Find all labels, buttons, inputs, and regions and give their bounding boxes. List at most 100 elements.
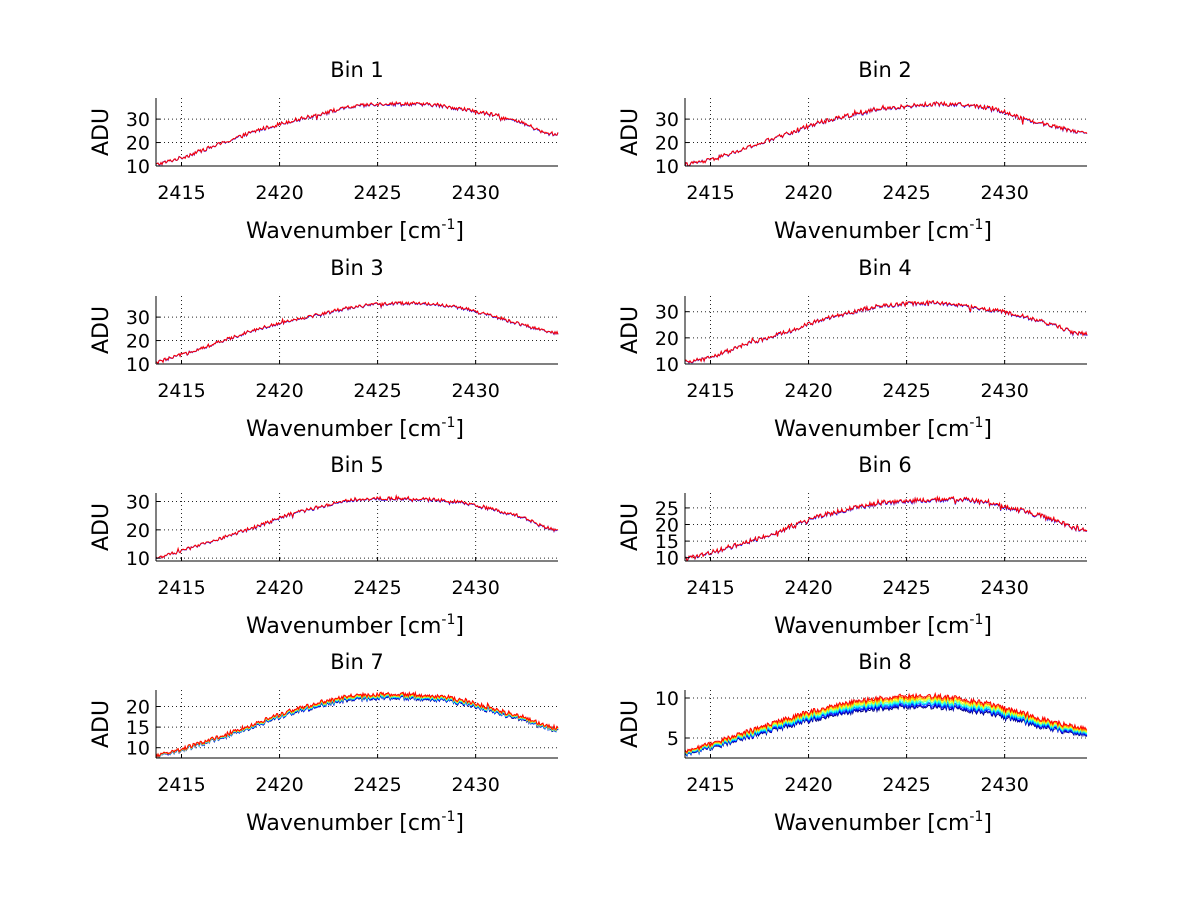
y-tick-label: 30 — [126, 492, 150, 514]
x-tick-label: 2430 — [451, 577, 499, 599]
x-tick-label: 2430 — [980, 380, 1028, 402]
series-line — [155, 493, 559, 559]
axes: 2415 2420 2425 2430 10 20 30 — [126, 492, 558, 599]
x-tick-label: 2420 — [784, 380, 832, 402]
x-tick-label: 2420 — [255, 774, 303, 796]
x-tick-label: 2420 — [784, 774, 832, 796]
y-tick-label: 10 — [126, 738, 150, 760]
x-tick-label: 2420 — [255, 182, 303, 204]
x-axis-label: Wavenumber [cm-1] — [774, 809, 992, 836]
y-tick-label: 20 — [655, 328, 679, 350]
panel-bin-3: Bin 3 ADU Wavenumber [cm-1] 2415 2420 2425… — [89, 256, 559, 442]
series-line — [155, 300, 559, 365]
y-tick-label: 10 — [126, 548, 150, 570]
panel-title: Bin 4 — [858, 256, 912, 280]
y-axis-label: ADU — [89, 700, 114, 748]
x-tick-label: 2425 — [882, 774, 930, 796]
x-axis-label: Wavenumber [cm-1] — [774, 612, 992, 639]
y-tick-label: 10 — [655, 688, 679, 710]
y-tick-label: 20 — [655, 515, 679, 537]
x-tick-label: 2425 — [882, 577, 930, 599]
x-tick-label: 2430 — [980, 577, 1028, 599]
x-tick-label: 2430 — [980, 774, 1028, 796]
x-tick-label: 2425 — [353, 577, 401, 599]
panel-bin-7: Bin 7 ADU Wavenumber [cm-1] 2415 2420 2425… — [89, 650, 559, 836]
y-tick-label: 30 — [126, 307, 150, 329]
y-tick-label: 10 — [126, 354, 150, 376]
panel-bin-4: Bin 4 ADU Wavenumber [cm-1] 2415 2420 2425… — [618, 256, 1088, 442]
x-tick-label: 2415 — [686, 380, 734, 402]
y-axis-label: ADU — [618, 700, 643, 748]
y-tick-label: 5 — [667, 728, 679, 750]
y-tick-label: 20 — [126, 133, 150, 155]
y-tick-label: 20 — [126, 520, 150, 542]
series-group — [684, 495, 1088, 562]
y-tick-label: 20 — [126, 331, 150, 353]
x-tick-label: 2415 — [157, 380, 205, 402]
panel-title: Bin 7 — [330, 650, 384, 674]
panel-bin-6: Bin 6 ADU Wavenumber [cm-1] 2415 2420 2425… — [618, 453, 1088, 639]
x-axis-label: Wavenumber [cm-1] — [246, 612, 464, 639]
x-tick-label: 2425 — [882, 380, 930, 402]
y-tick-label: 15 — [126, 717, 150, 739]
y-tick-label: 25 — [655, 498, 679, 520]
y-axis-label: ADU — [618, 108, 643, 156]
y-tick-label: 10 — [655, 548, 679, 570]
panel-title: Bin 6 — [858, 453, 912, 477]
axes: 2415 2420 2425 2430 10 20 30 — [655, 296, 1087, 402]
series-line — [684, 691, 1088, 753]
axes: 2415 2420 2425 2430 5 10 — [655, 688, 1087, 796]
y-axis-label: ADU — [89, 108, 114, 156]
panel-bin-1: Bin 1 ADU Wavenumber [cm-1] 2415 2420 2425… — [89, 58, 559, 244]
x-tick-label: 2420 — [784, 577, 832, 599]
x-tick-label: 2415 — [686, 774, 734, 796]
x-tick-label: 2415 — [157, 577, 205, 599]
x-axis-label: Wavenumber [cm-1] — [774, 415, 992, 442]
x-tick-label: 2415 — [686, 577, 734, 599]
x-tick-label: 2420 — [784, 182, 832, 204]
x-tick-label: 2415 — [157, 182, 205, 204]
x-tick-label: 2415 — [686, 182, 734, 204]
y-tick-label: 30 — [655, 109, 679, 131]
x-tick-label: 2420 — [255, 577, 303, 599]
x-tick-label: 2430 — [451, 182, 499, 204]
series-group — [155, 100, 559, 166]
x-tick-label: 2425 — [353, 380, 401, 402]
y-tick-label: 20 — [655, 133, 679, 155]
x-axis-label: Wavenumber [cm-1] — [246, 809, 464, 836]
series-line — [684, 495, 1088, 562]
y-axis-label: ADU — [618, 306, 643, 354]
series-group — [155, 690, 559, 759]
series-line — [684, 100, 1088, 167]
series-group — [155, 300, 559, 365]
panel-title: Bin 8 — [858, 650, 912, 674]
x-axis-label: Wavenumber [cm-1] — [774, 217, 992, 244]
y-axis-label: ADU — [89, 503, 114, 551]
x-tick-label: 2420 — [255, 380, 303, 402]
panel-title: Bin 1 — [330, 58, 384, 82]
y-axis-label: ADU — [618, 503, 643, 551]
x-tick-label: 2415 — [157, 774, 205, 796]
grid — [156, 690, 558, 758]
panel-title: Bin 2 — [858, 58, 912, 82]
panel-bin-5: Bin 5 ADU Wavenumber [cm-1] 2415 2420 2425… — [89, 453, 559, 639]
y-tick-label: 30 — [655, 302, 679, 324]
x-tick-label: 2425 — [882, 182, 930, 204]
x-tick-label: 2425 — [353, 182, 401, 204]
series-line — [155, 100, 559, 166]
series-line — [155, 690, 559, 758]
x-axis-label: Wavenumber [cm-1] — [246, 217, 464, 244]
x-tick-label: 2425 — [353, 774, 401, 796]
series-group — [684, 100, 1088, 167]
panel-title: Bin 5 — [330, 453, 384, 477]
y-tick-label: 15 — [655, 531, 679, 553]
y-tick-label: 20 — [126, 696, 150, 718]
x-tick-label: 2430 — [451, 774, 499, 796]
y-tick-label: 10 — [655, 354, 679, 376]
x-axis-label: Wavenumber [cm-1] — [246, 415, 464, 442]
